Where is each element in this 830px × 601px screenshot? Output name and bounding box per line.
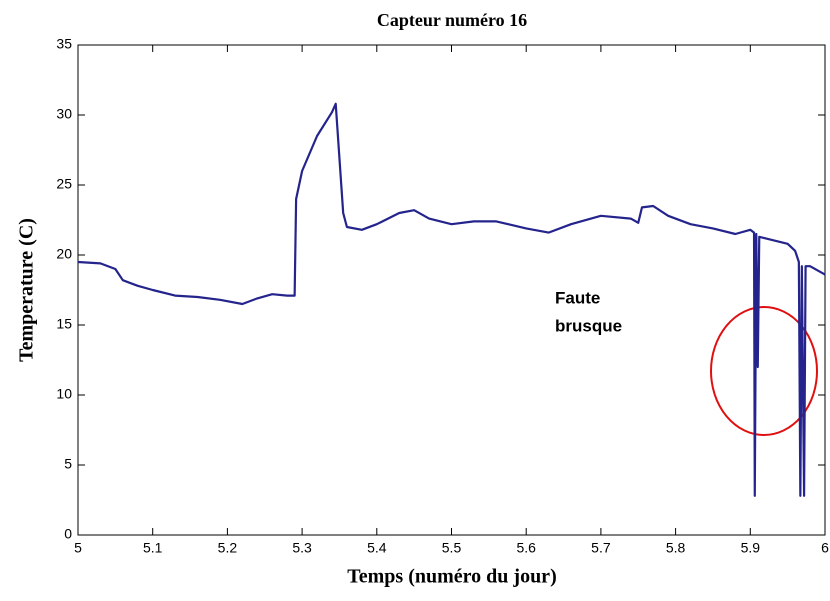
x-tick-label: 5.5	[442, 540, 462, 556]
y-tick-label: 30	[56, 106, 72, 122]
x-tick-label: 6	[821, 540, 829, 556]
annotation: brusque	[555, 316, 622, 335]
plot-frame	[77, 44, 826, 536]
data-line	[77, 102, 826, 497]
y-tick-label: 10	[56, 386, 72, 402]
x-tick-label: 5.1	[143, 540, 163, 556]
chart-title: Capteur numéro 16	[377, 10, 527, 30]
x-tick-label: 5.9	[741, 540, 761, 556]
x-tick-label: 5.6	[516, 540, 536, 556]
y-tick-label: 5	[64, 456, 72, 472]
x-tick-label: 5.7	[591, 540, 611, 556]
y-tick-label: 25	[56, 176, 72, 192]
y-tick-label: 35	[56, 36, 72, 52]
x-axis-label: Temps (numéro du jour)	[347, 566, 556, 588]
highlight-ellipse	[710, 306, 818, 436]
y-tick-label: 15	[56, 316, 72, 332]
annotation: Faute	[555, 288, 600, 307]
y-tick-label: 20	[56, 246, 72, 262]
x-tick-label: 5	[74, 540, 82, 556]
y-tick-label: 0	[64, 526, 72, 542]
x-tick-label: 5.4	[367, 540, 387, 556]
x-tick-label: 5.2	[218, 540, 238, 556]
x-tick-label: 5.3	[292, 540, 312, 556]
y-axis-label: Temperature (C)	[16, 218, 38, 362]
x-tick-label: 5.8	[666, 540, 686, 556]
